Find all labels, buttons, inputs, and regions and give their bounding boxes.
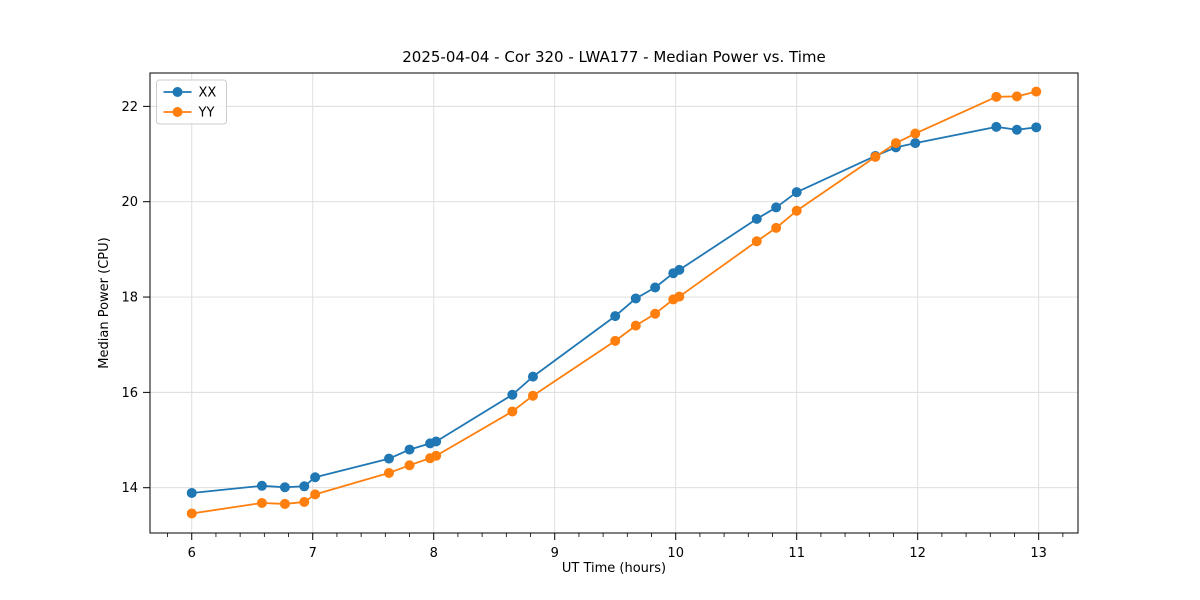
legend-marker <box>172 107 183 117</box>
y-tick-label: 14 <box>121 481 138 496</box>
series-XX-marker <box>299 481 310 492</box>
series-YY-marker <box>507 406 518 417</box>
series-XX-marker <box>771 202 782 213</box>
series-XX-marker <box>610 311 621 322</box>
series-YY-marker <box>751 236 762 247</box>
plot-border <box>149 72 1079 534</box>
series-YY-marker <box>910 128 921 139</box>
plot-area: 6 7 8 9 10 11 12 13 14 16 18 20 22 XX YY <box>121 72 1079 561</box>
series-XX-marker <box>186 487 197 498</box>
x-tick-label: 6 <box>188 546 196 561</box>
series-YY-marker <box>771 222 782 233</box>
series-XX-marker <box>527 371 538 382</box>
series-YY-marker <box>791 205 802 216</box>
x-tick-label: 8 <box>430 546 438 561</box>
x-axis-label: UT Time (hours) <box>562 561 666 576</box>
series-YY-marker <box>527 390 538 401</box>
series-YY-marker <box>383 467 394 478</box>
series-XX-marker <box>310 472 321 483</box>
series-XX-marker <box>431 436 442 447</box>
series-YY-marker <box>186 508 197 519</box>
series-XX-marker <box>404 444 415 455</box>
series-XX-marker <box>910 138 921 149</box>
series-XX-marker <box>279 482 290 493</box>
y-tick-label: 20 <box>121 195 138 210</box>
series-XX-marker <box>674 264 685 275</box>
series-YY-marker <box>610 335 621 346</box>
series-XX-marker <box>751 213 762 224</box>
y-tick-label: 22 <box>121 100 138 115</box>
x-tick-label: 7 <box>309 546 317 561</box>
chart-title: 2025-04-04 - Cor 320 - LWA177 - Median P… <box>402 48 826 66</box>
series-YY-marker <box>256 497 267 508</box>
series-YY-marker <box>650 308 661 319</box>
series-YY-marker <box>1031 86 1042 97</box>
series-YY-line <box>191 90 1037 515</box>
legend-entry-label: XX <box>199 86 217 101</box>
series-XX-marker <box>630 293 641 304</box>
series-YY-marker <box>674 291 685 302</box>
series-XX-line <box>191 125 1037 494</box>
series-YY-marker <box>279 498 290 509</box>
series-YY-marker <box>404 460 415 471</box>
x-tick-label: 11 <box>788 546 805 561</box>
y-tick-label: 16 <box>121 386 138 401</box>
series-YY-marker <box>991 91 1002 102</box>
y-axis-label: Median Power (CPU) <box>97 237 112 368</box>
legend-entry-label: YY <box>198 106 215 121</box>
series-XX-marker <box>383 453 394 464</box>
series-YY-marker <box>630 320 641 331</box>
x-tick-label: 9 <box>551 546 559 561</box>
y-tick-label: 18 <box>121 291 138 306</box>
series-YY-marker <box>299 497 310 508</box>
series-YY-marker <box>310 489 321 500</box>
series-XX-marker <box>507 389 518 400</box>
series-XX-marker <box>791 187 802 198</box>
x-tick-label: 13 <box>1030 546 1047 561</box>
series-YY-marker <box>870 151 881 162</box>
legend-marker <box>172 87 183 97</box>
series-YY-marker <box>890 138 901 149</box>
series-YY-marker <box>1011 91 1022 102</box>
series-XX-marker <box>991 121 1002 132</box>
series-XX-marker <box>650 282 661 293</box>
series-XX-marker <box>256 480 267 491</box>
series-XX-marker <box>1031 122 1042 133</box>
x-tick-label: 10 <box>667 546 684 561</box>
series-XX-marker <box>1011 124 1022 135</box>
x-tick-label: 12 <box>909 546 926 561</box>
series-YY-marker <box>431 450 442 461</box>
